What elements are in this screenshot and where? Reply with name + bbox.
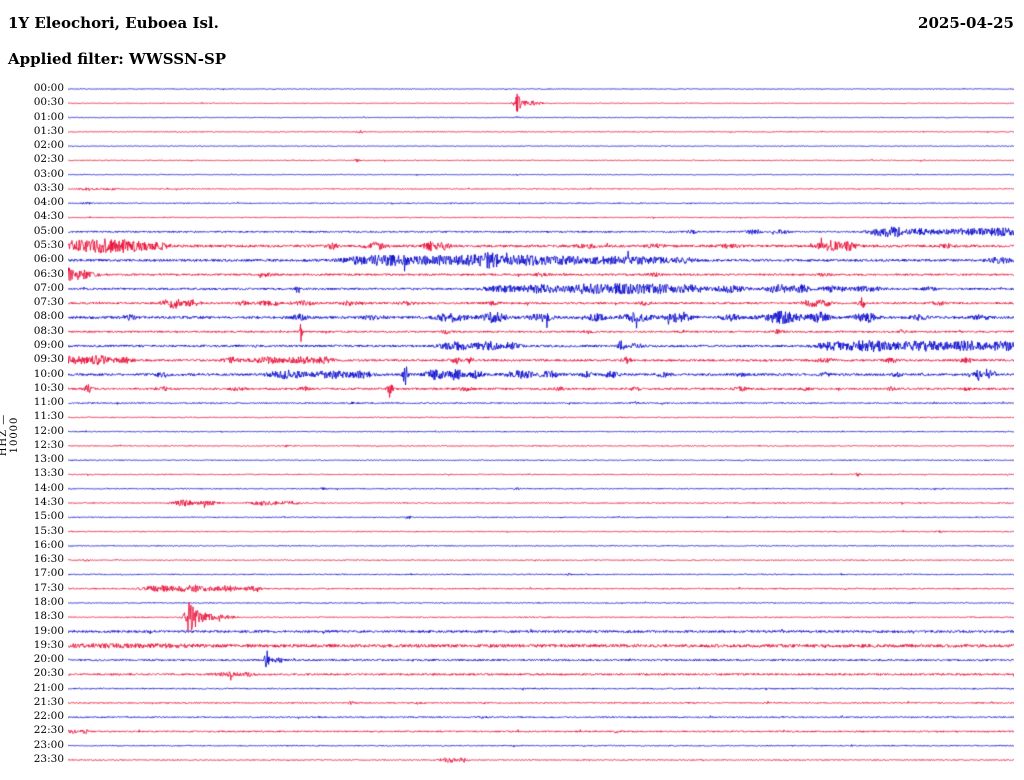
time-label: 00:30 [33,96,64,109]
time-label: 19:30 [33,638,64,651]
time-label: 17:00 [33,567,64,580]
time-label: 16:30 [33,553,64,566]
time-label: 11:00 [33,396,64,409]
station-title: 1Y Eleochori, Euboea Isl. [8,14,219,32]
time-label: 10:30 [33,381,64,394]
time-label: 06:00 [33,253,64,266]
time-label: 10:00 [33,367,64,380]
time-label: 20:00 [33,653,64,666]
time-label: 08:00 [33,310,64,323]
time-label: 14:00 [33,481,64,494]
time-label: 03:30 [33,181,64,194]
time-label: 23:30 [33,753,64,765]
time-label: 13:00 [33,453,64,466]
time-label: 04:30 [33,210,64,223]
time-label: 17:30 [33,581,64,594]
time-label: 18:30 [33,610,64,623]
record-date: 2025-04-25 [918,14,1014,32]
time-label: 01:30 [33,124,64,137]
time-label: 02:00 [33,139,64,152]
time-label: 07:00 [33,281,64,294]
filter-label: Applied filter: WWSSN-SP [8,50,227,68]
time-label: 03:00 [33,167,64,180]
time-label: 15:30 [33,524,64,537]
time-label: 00:00 [33,82,64,94]
time-label: 15:00 [33,510,64,523]
time-label: 06:30 [33,267,64,280]
time-label: 11:30 [33,410,64,423]
time-label: 12:00 [33,424,64,437]
time-label: 02:30 [33,153,64,166]
time-label: 21:00 [33,681,64,694]
time-label: 18:00 [33,595,64,608]
time-label: 12:30 [33,438,64,451]
time-label: 22:00 [33,710,64,723]
time-label: 23:00 [33,738,64,751]
time-label: 07:30 [33,296,64,309]
seismogram-traces [68,80,1014,780]
time-label: 22:30 [33,724,64,737]
time-label: 14:30 [33,496,64,509]
time-label: 16:00 [33,538,64,551]
time-label: 05:30 [33,239,64,252]
time-label: 08:30 [33,324,64,337]
time-label: 04:00 [33,196,64,209]
time-label: 21:30 [33,695,64,708]
time-label: 09:30 [33,353,64,366]
time-label: 05:00 [33,224,64,237]
time-label: 20:30 [33,667,64,680]
time-label: 09:00 [33,338,64,351]
time-label: 13:30 [33,467,64,480]
time-label: 01:00 [33,110,64,123]
time-label: 19:00 [33,624,64,637]
